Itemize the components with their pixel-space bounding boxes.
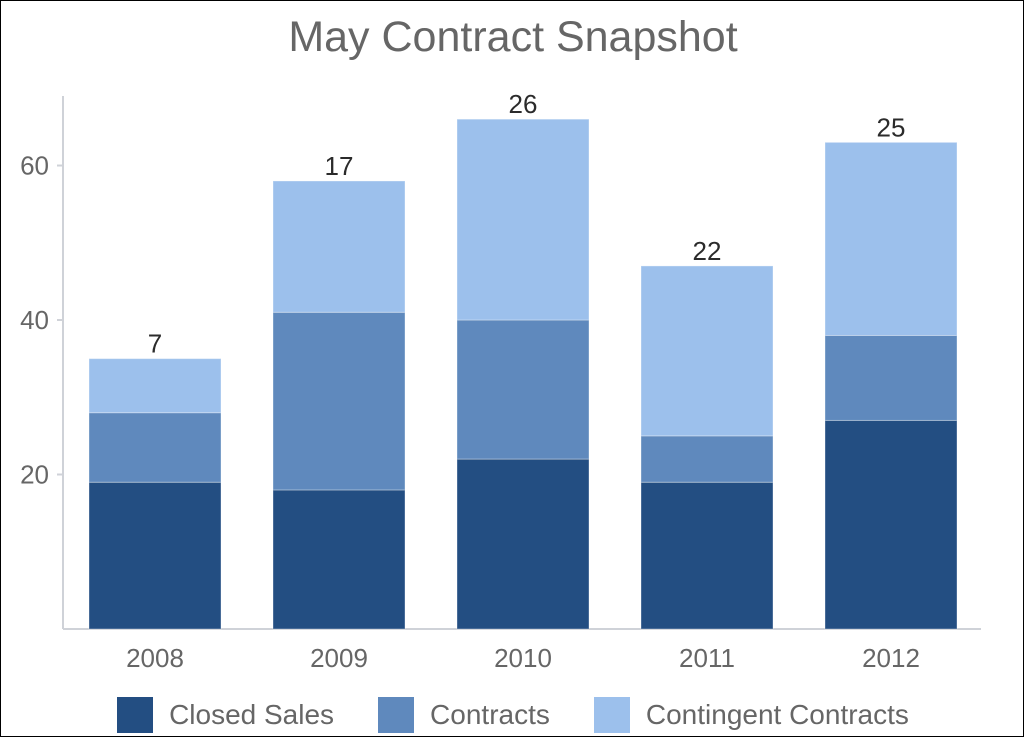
legend-swatch xyxy=(378,696,415,733)
x-tick-label: 2011 xyxy=(679,643,735,673)
y-tick-label: 60 xyxy=(20,151,49,181)
chart-plot: 2040601997200818231720092218262010196222… xyxy=(20,89,981,673)
bar-segment xyxy=(456,319,590,460)
bar-segment xyxy=(456,458,590,630)
y-tick-label: 40 xyxy=(20,305,49,335)
bar-segment xyxy=(456,118,590,321)
legend-item: Contingent Contracts xyxy=(593,696,909,733)
x-tick-label: 2008 xyxy=(126,643,184,673)
x-tick-label: 2012 xyxy=(862,643,920,673)
bar-segment xyxy=(824,141,958,336)
bar-segment xyxy=(88,358,222,414)
bar-segment xyxy=(824,419,958,630)
bar-value-label: 25 xyxy=(877,112,906,142)
legend-item: Closed Sales xyxy=(117,696,335,733)
bar-segment xyxy=(272,311,406,491)
bar-value-label: 17 xyxy=(325,151,354,181)
bar-segment xyxy=(272,180,406,313)
bar-value-label: 22 xyxy=(693,236,722,266)
legend-label: Contracts xyxy=(430,698,550,730)
x-tick-label: 2010 xyxy=(494,643,552,673)
bar-value-label: 26 xyxy=(509,89,538,119)
legend-label: Closed Sales xyxy=(169,698,335,730)
bar-segment xyxy=(640,481,774,630)
bar-segment xyxy=(640,265,774,437)
bar-segment xyxy=(88,412,222,483)
legend-swatch xyxy=(593,696,630,733)
bar-segment xyxy=(824,334,958,421)
legend-swatch xyxy=(117,696,154,733)
x-tick-label: 2009 xyxy=(310,643,368,673)
legend-item: Contracts xyxy=(378,696,550,733)
bar-segment xyxy=(272,489,406,630)
chart-title: May Contract Snapshot xyxy=(288,13,738,61)
legend-label: Contingent Contracts xyxy=(645,698,909,730)
bar-segment xyxy=(88,481,222,630)
bar-value-label: 7 xyxy=(148,329,162,359)
bar-segment xyxy=(640,435,774,483)
y-tick-label: 20 xyxy=(20,460,49,490)
chart-legend: Closed Sales Contracts Contingent Contract… xyxy=(1,691,1024,738)
